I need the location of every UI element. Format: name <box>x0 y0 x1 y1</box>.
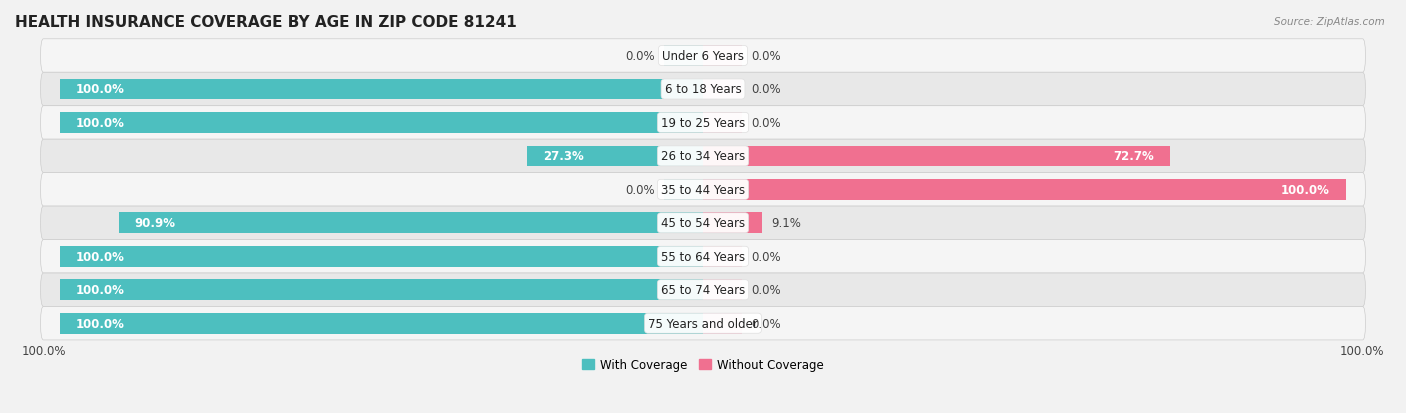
Bar <box>665 180 703 200</box>
Bar <box>60 280 703 300</box>
FancyBboxPatch shape <box>41 107 1365 140</box>
Text: 19 to 25 Years: 19 to 25 Years <box>661 116 745 130</box>
FancyBboxPatch shape <box>41 206 1365 240</box>
Bar <box>703 213 762 234</box>
Bar <box>703 180 1346 200</box>
Text: 45 to 54 Years: 45 to 54 Years <box>661 217 745 230</box>
FancyBboxPatch shape <box>41 307 1365 340</box>
Text: Source: ZipAtlas.com: Source: ZipAtlas.com <box>1274 17 1385 26</box>
Text: 100.0%: 100.0% <box>1281 183 1330 197</box>
Bar <box>703 313 741 334</box>
Text: 100.0%: 100.0% <box>76 83 125 96</box>
Bar <box>60 246 703 267</box>
Bar <box>703 280 741 300</box>
FancyBboxPatch shape <box>41 240 1365 273</box>
Text: Under 6 Years: Under 6 Years <box>662 50 744 63</box>
Text: 35 to 44 Years: 35 to 44 Years <box>661 183 745 197</box>
Bar <box>703 113 741 133</box>
Text: 27.3%: 27.3% <box>544 150 585 163</box>
Text: 0.0%: 0.0% <box>751 284 780 297</box>
Text: 6 to 18 Years: 6 to 18 Years <box>665 83 741 96</box>
FancyBboxPatch shape <box>41 40 1365 73</box>
Text: 65 to 74 Years: 65 to 74 Years <box>661 284 745 297</box>
FancyBboxPatch shape <box>41 73 1365 107</box>
FancyBboxPatch shape <box>41 140 1365 173</box>
Bar <box>60 113 703 133</box>
Text: 0.0%: 0.0% <box>751 116 780 130</box>
Text: 100.0%: 100.0% <box>76 317 125 330</box>
Text: 0.0%: 0.0% <box>751 317 780 330</box>
Legend: With Coverage, Without Coverage: With Coverage, Without Coverage <box>578 354 828 376</box>
Text: 100.0%: 100.0% <box>21 344 66 357</box>
Text: 26 to 34 Years: 26 to 34 Years <box>661 150 745 163</box>
Text: 90.9%: 90.9% <box>135 217 176 230</box>
FancyBboxPatch shape <box>41 173 1365 206</box>
Bar <box>118 213 703 234</box>
Text: 100.0%: 100.0% <box>1340 344 1385 357</box>
Text: 0.0%: 0.0% <box>751 83 780 96</box>
Text: 72.7%: 72.7% <box>1114 150 1154 163</box>
Text: 0.0%: 0.0% <box>751 50 780 63</box>
Text: HEALTH INSURANCE COVERAGE BY AGE IN ZIP CODE 81241: HEALTH INSURANCE COVERAGE BY AGE IN ZIP … <box>15 15 517 30</box>
Bar <box>703 146 1170 167</box>
Bar <box>665 46 703 67</box>
Bar <box>60 79 703 100</box>
Text: 55 to 64 Years: 55 to 64 Years <box>661 250 745 263</box>
Text: 0.0%: 0.0% <box>751 250 780 263</box>
Bar <box>527 146 703 167</box>
Text: 100.0%: 100.0% <box>76 284 125 297</box>
Bar <box>703 246 741 267</box>
FancyBboxPatch shape <box>41 273 1365 307</box>
Text: 9.1%: 9.1% <box>770 217 801 230</box>
Text: 100.0%: 100.0% <box>76 250 125 263</box>
Text: 75 Years and older: 75 Years and older <box>648 317 758 330</box>
Bar <box>60 313 703 334</box>
Text: 0.0%: 0.0% <box>626 183 655 197</box>
Bar <box>703 46 741 67</box>
Bar <box>703 79 741 100</box>
Text: 100.0%: 100.0% <box>76 116 125 130</box>
Text: 0.0%: 0.0% <box>626 50 655 63</box>
